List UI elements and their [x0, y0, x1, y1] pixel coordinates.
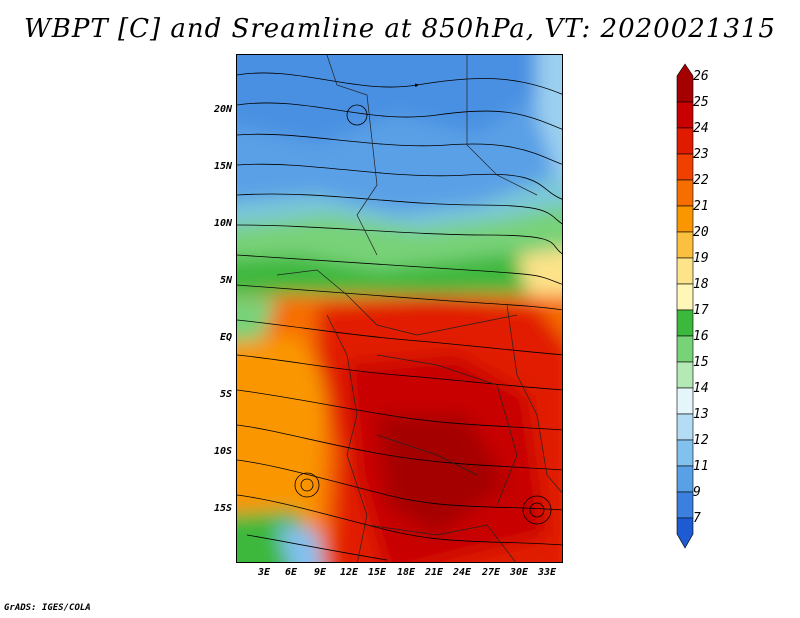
colorbar-label-14: 14 [693, 381, 709, 396]
country-borders [276, 55, 562, 562]
colorbar-cell-16 [676, 335, 694, 363]
colorbar-label-23: 23 [693, 147, 709, 162]
map-panel[interactable] [236, 54, 563, 563]
colorbar-cell-21 [676, 205, 694, 233]
lon-label-18e: 18E [396, 567, 416, 578]
colorbar-label-7: 7 [693, 511, 701, 526]
lon-label-33e: 33E [537, 567, 557, 578]
lat-label-15n: 15N [213, 161, 232, 172]
lat-label-15s: 15S [213, 503, 232, 514]
colorbar-label-19: 19 [693, 251, 709, 266]
colorbar-cell-26 [676, 63, 694, 103]
lat-label-10s: 10S [213, 446, 232, 457]
colorbar-label-13: 13 [693, 407, 709, 422]
colorbar-cell-13 [676, 413, 694, 441]
lon-label-21e: 21E [424, 567, 444, 578]
colorbar-label-17: 17 [693, 303, 709, 318]
lon-label-12e: 12E [339, 567, 359, 578]
lat-label-eq: EQ [219, 332, 232, 343]
colorbar-label-21: 21 [693, 199, 709, 214]
colorbar-label-22: 22 [693, 173, 709, 188]
chart-title: WBPT [C] and Sreamline at 850hPa, VT: 20… [24, 14, 776, 44]
streamlines [237, 72, 562, 561]
lat-label-20n: 20N [213, 104, 232, 115]
colorbar-cell-25 [676, 101, 694, 129]
colorbar-cell-23 [676, 153, 694, 181]
colorbar-label-9: 9 [693, 485, 701, 500]
colorbar-cell-17 [676, 309, 694, 337]
colorbar [676, 63, 694, 549]
lat-label-5s: 5S [219, 389, 232, 400]
colorbar-cell-9 [676, 491, 694, 519]
colorbar-label-11: 11 [693, 459, 709, 474]
colorbar-cell-19 [676, 257, 694, 285]
colorbar-cell-18 [676, 283, 694, 311]
colorbar-label-26: 26 [693, 69, 709, 84]
colorbar-label-24: 24 [693, 121, 709, 136]
wbpt-field-map [237, 55, 562, 562]
colorbar-cell-12 [676, 439, 694, 467]
colorbar-cell-20 [676, 231, 694, 259]
colorbar-label-25: 25 [693, 95, 709, 110]
lon-label-9e: 9E [313, 567, 327, 578]
colorbar-label-15: 15 [693, 355, 709, 370]
colorbar-label-12: 12 [693, 433, 709, 448]
colorbar-label-16: 16 [693, 329, 709, 344]
lon-label-15e: 15E [367, 567, 387, 578]
colorbar-label-20: 20 [693, 225, 709, 240]
lon-label-3e: 3E [257, 567, 271, 578]
lon-label-24e: 24E [452, 567, 472, 578]
colorbar-cell-24 [676, 127, 694, 155]
lon-label-30e: 30E [509, 567, 529, 578]
colorbar-cell-22 [676, 179, 694, 207]
lon-label-27e: 27E [481, 567, 501, 578]
colorbar-label-18: 18 [693, 277, 709, 292]
lat-label-10n: 10N [213, 218, 232, 229]
colorbar-cell-7 [676, 517, 694, 549]
lat-label-5n: 5N [219, 275, 232, 286]
colorbar-cell-14 [676, 387, 694, 415]
temperature-field [237, 55, 562, 562]
lon-label-6e: 6E [284, 567, 298, 578]
colorbar-cell-11 [676, 465, 694, 493]
colorbar-cell-15 [676, 361, 694, 389]
credit-text: GrADS: IGES/COLA [4, 603, 91, 613]
